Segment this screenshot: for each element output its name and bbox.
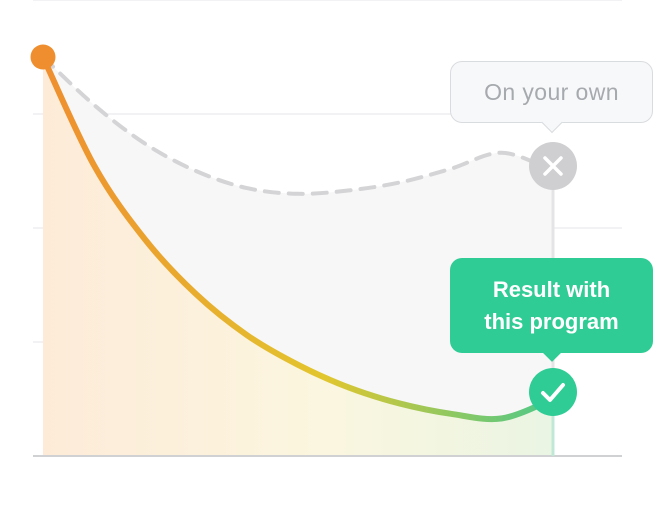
program-result-label-line-2: this program — [484, 309, 619, 334]
check-icon — [541, 383, 565, 402]
on-your-own-label: On your own — [484, 79, 619, 105]
on-your-own-end-marker — [529, 142, 577, 190]
on-your-own-tooltip: On your own — [450, 61, 653, 134]
series-line-on-your-own — [41, 55, 555, 196]
program-result-tooltip: Result with this program — [450, 258, 653, 362]
close-icon — [543, 156, 563, 176]
program-path-shaded-region — [43, 57, 553, 456]
program-result-end-marker — [529, 368, 577, 416]
start-point-marker — [30, 44, 56, 70]
program-result-label-line-1: Result with — [492, 277, 611, 302]
series-line-with-program — [40, 54, 556, 423]
